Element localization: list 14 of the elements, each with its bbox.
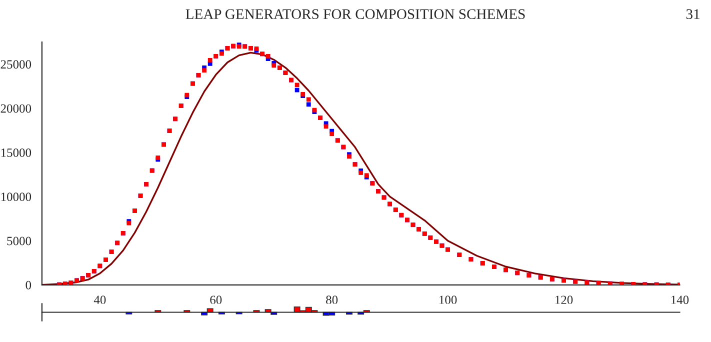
x-tick-label: 80 xyxy=(326,296,338,304)
y-tick-label: 15000 xyxy=(1,148,32,157)
y-tick-label: 25000 xyxy=(0,60,32,69)
y-tick-label: 0 xyxy=(26,280,32,290)
x-tick-label: 40 xyxy=(94,296,106,304)
y-tick-label: 5000 xyxy=(7,236,32,246)
x-tick-label: 60 xyxy=(210,296,222,304)
y-tick-label: 10000 xyxy=(1,192,32,202)
chart-title: LEAP GENERATORS FOR COMPOSITION SCHEMES xyxy=(186,9,525,20)
x-tick-label: 140 xyxy=(671,296,689,304)
y-tick-label: 20000 xyxy=(0,104,32,113)
text: 31 xyxy=(686,9,700,20)
x-tick-label: 120 xyxy=(555,296,573,304)
x-tick-label: 100 xyxy=(440,296,457,304)
